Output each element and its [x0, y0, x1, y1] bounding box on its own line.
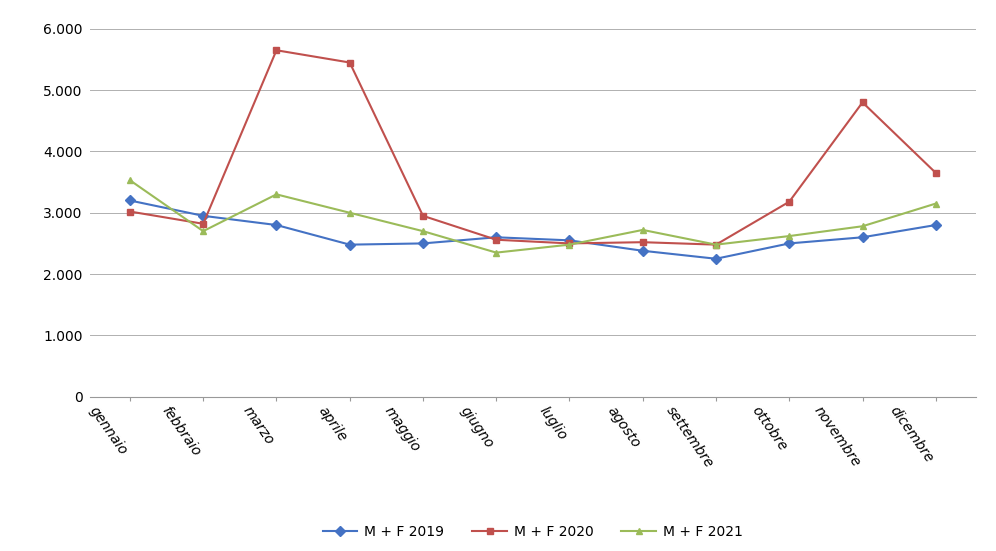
M + F 2020: [783, 198, 795, 205]
M + F 2019: [857, 234, 869, 241]
M + F 2019: [124, 197, 135, 204]
M + F 2020: [124, 208, 135, 215]
M + F 2021: [271, 191, 283, 198]
M + F 2019: [344, 241, 356, 248]
M + F 2020: [490, 236, 502, 243]
M + F 2021: [197, 228, 209, 235]
M + F 2019: [930, 222, 942, 228]
M + F 2021: [564, 241, 576, 248]
M + F 2019: [271, 222, 283, 228]
M + F 2020: [930, 170, 942, 176]
M + F 2020: [197, 220, 209, 227]
Line: M + F 2020: M + F 2020: [126, 47, 939, 248]
Line: M + F 2019: M + F 2019: [126, 197, 939, 262]
M + F 2021: [636, 226, 648, 233]
M + F 2020: [857, 99, 869, 106]
M + F 2019: [564, 237, 576, 244]
M + F 2020: [417, 213, 429, 219]
M + F 2019: [417, 240, 429, 247]
M + F 2020: [271, 47, 283, 53]
M + F 2019: [197, 213, 209, 219]
M + F 2019: [783, 240, 795, 247]
Legend: M + F 2019, M + F 2020, M + F 2021: M + F 2019, M + F 2020, M + F 2021: [316, 518, 750, 545]
M + F 2020: [564, 240, 576, 247]
M + F 2021: [344, 209, 356, 216]
M + F 2019: [490, 234, 502, 241]
M + F 2020: [636, 239, 648, 246]
M + F 2021: [490, 249, 502, 256]
M + F 2021: [124, 177, 135, 183]
M + F 2019: [710, 256, 722, 262]
M + F 2021: [857, 223, 869, 230]
M + F 2020: [344, 59, 356, 66]
M + F 2021: [710, 241, 722, 248]
M + F 2019: [636, 247, 648, 254]
M + F 2021: [930, 200, 942, 207]
M + F 2021: [417, 228, 429, 235]
M + F 2021: [783, 233, 795, 239]
Line: M + F 2021: M + F 2021: [126, 177, 939, 256]
M + F 2020: [710, 241, 722, 248]
